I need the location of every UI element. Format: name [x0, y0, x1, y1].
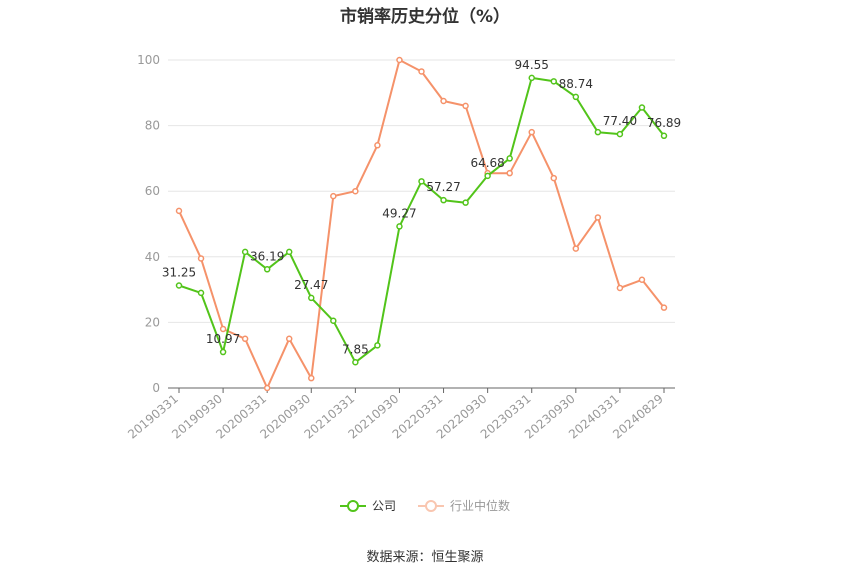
company-point [616, 130, 624, 138]
legend: 公司 行业中位数 [0, 497, 850, 514]
industry-point [308, 374, 315, 382]
chart-title: 市销率历史分位（%） [339, 7, 511, 27]
data-label: 10.97 [206, 332, 240, 346]
industry-point [330, 192, 337, 200]
industry-point [660, 304, 668, 311]
legend-item-company[interactable]: 公司 [339, 497, 396, 514]
data-label: 88.74 [559, 77, 593, 91]
legend-item-industry[interactable]: 行业中位数 [418, 497, 510, 514]
company-point [638, 104, 646, 111]
industry-point [396, 56, 403, 64]
data-label: 36.19 [250, 249, 284, 263]
company-point [440, 196, 447, 204]
industry-point [440, 97, 447, 105]
y-tick-label: 20 [145, 315, 160, 329]
y-tick-label: 80 [145, 119, 160, 133]
industry-point [616, 284, 624, 292]
industry-point [175, 207, 183, 215]
company-point [462, 199, 469, 206]
axis-layer: 0204060801002019033120190930202003312020… [125, 53, 675, 442]
industry-point [374, 142, 381, 149]
label-layer: 31.25 10.97 36.19 27.47 7.85 49.27 57.27 64.68 9… [162, 58, 681, 356]
industry-point [219, 325, 227, 333]
industry-point [572, 245, 580, 252]
y-tick-label: 40 [145, 250, 160, 264]
data-label: 64.68 [470, 156, 504, 170]
data-label: 49.27 [382, 206, 416, 220]
industry-point [263, 384, 271, 392]
company-point [484, 172, 491, 180]
company-point [241, 248, 249, 256]
industry-point [241, 335, 249, 343]
company-point [506, 155, 513, 162]
company-point [219, 348, 227, 356]
company-point [528, 74, 535, 82]
industry-point [594, 214, 602, 221]
industry-point [550, 174, 558, 182]
company-point [308, 294, 315, 302]
industry-point [462, 102, 469, 110]
legend-industry-label: 行业中位数 [450, 499, 511, 513]
data-label: 77.40 [603, 114, 637, 128]
company-point [572, 93, 580, 101]
legend-company-icon [339, 499, 366, 512]
series-line-industry [178, 59, 665, 389]
company-point [352, 359, 359, 366]
data-label: 94.55 [515, 58, 549, 72]
grid-layer [168, 59, 675, 323]
data-label: 27.47 [294, 278, 328, 292]
data-label: 57.27 [426, 180, 460, 194]
legend-industry-icon [418, 499, 444, 512]
data-label: 7.85 [342, 342, 369, 356]
legend-company-label: 公司 [371, 499, 396, 513]
industry-point [285, 335, 293, 343]
industry-point [352, 187, 359, 195]
series-layer [175, 56, 668, 392]
company-point [374, 342, 381, 349]
industry-point [506, 169, 513, 177]
company-point [594, 128, 602, 136]
industry-point [528, 128, 535, 136]
y-tick-label: 100 [137, 53, 160, 67]
chart-plot: 0204060801002019033120190930202003312020… [125, 53, 681, 442]
company-point [418, 178, 425, 185]
series-line-company [178, 76, 665, 364]
company-point [396, 223, 403, 230]
y-tick-label: 60 [145, 184, 160, 198]
industry-point [638, 276, 646, 284]
company-point [330, 317, 337, 325]
company-point [263, 266, 271, 273]
industry-point [418, 68, 425, 75]
company-point [197, 289, 205, 297]
company-point [175, 282, 183, 289]
data-label: 76.89 [647, 116, 681, 130]
company-point [550, 78, 558, 85]
company-point [660, 132, 668, 140]
data-source: 数据来源：恒生聚源 [366, 550, 484, 565]
industry-point [197, 255, 205, 262]
y-tick-label: 0 [152, 381, 160, 395]
company-point [285, 248, 293, 256]
data-label: 31.25 [162, 266, 196, 280]
